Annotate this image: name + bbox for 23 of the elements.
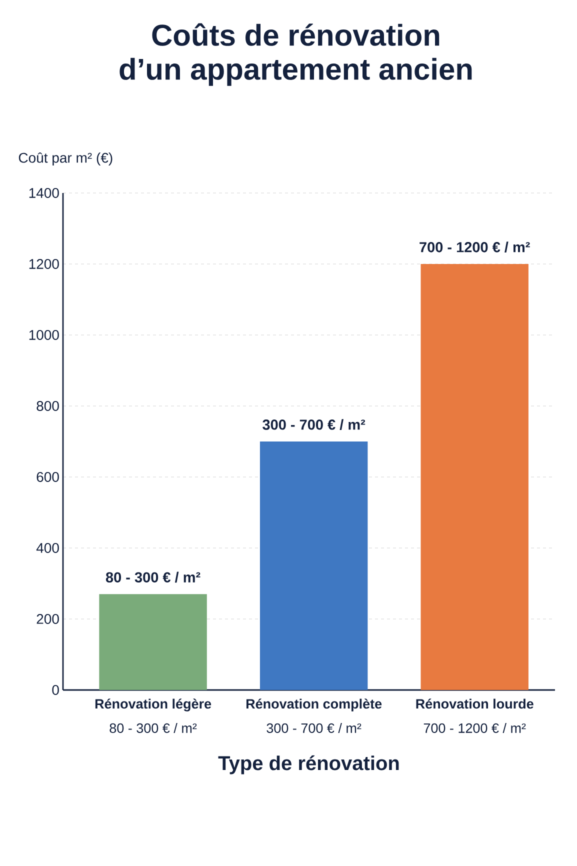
text: 80 - 300 € / m² <box>110 723 197 733</box>
chart-title: Coûts de rénovation d’un appartement ancien <box>120 23 472 86</box>
text: 300 - 700 € / m² <box>266 723 362 733</box>
x-tick-label: Rénovation complète <box>246 698 382 712</box>
y-tick-label: 1200 <box>29 259 59 269</box>
bar <box>260 441 368 690</box>
y-tick-label: 1400 <box>29 188 59 198</box>
y-tick-label: 200 <box>36 614 59 624</box>
y-tick-label: 1000 <box>29 330 59 340</box>
y-tick-label: 800 <box>36 401 59 411</box>
annotation: 300 - 700 € / m² <box>262 419 366 430</box>
x-tick-label: Rénovation lourde <box>416 698 534 709</box>
y-tick-label: 0 <box>52 685 59 695</box>
annotation: 700 - 1200 € / m² <box>420 242 530 252</box>
x-axis-title: Type de rénovation <box>218 755 399 774</box>
annotation: 80 - 300 € / m² <box>106 572 200 583</box>
bar <box>420 264 528 690</box>
text: 700 - 1200 € / m² <box>424 723 526 733</box>
bar <box>99 594 207 690</box>
y-tick-label: 600 <box>36 472 59 482</box>
x-tick-label: Rénovation légère <box>95 698 212 712</box>
y-axis-title: Coût par m² (€) <box>18 152 112 166</box>
y-tick-label: 400 <box>36 543 59 553</box>
